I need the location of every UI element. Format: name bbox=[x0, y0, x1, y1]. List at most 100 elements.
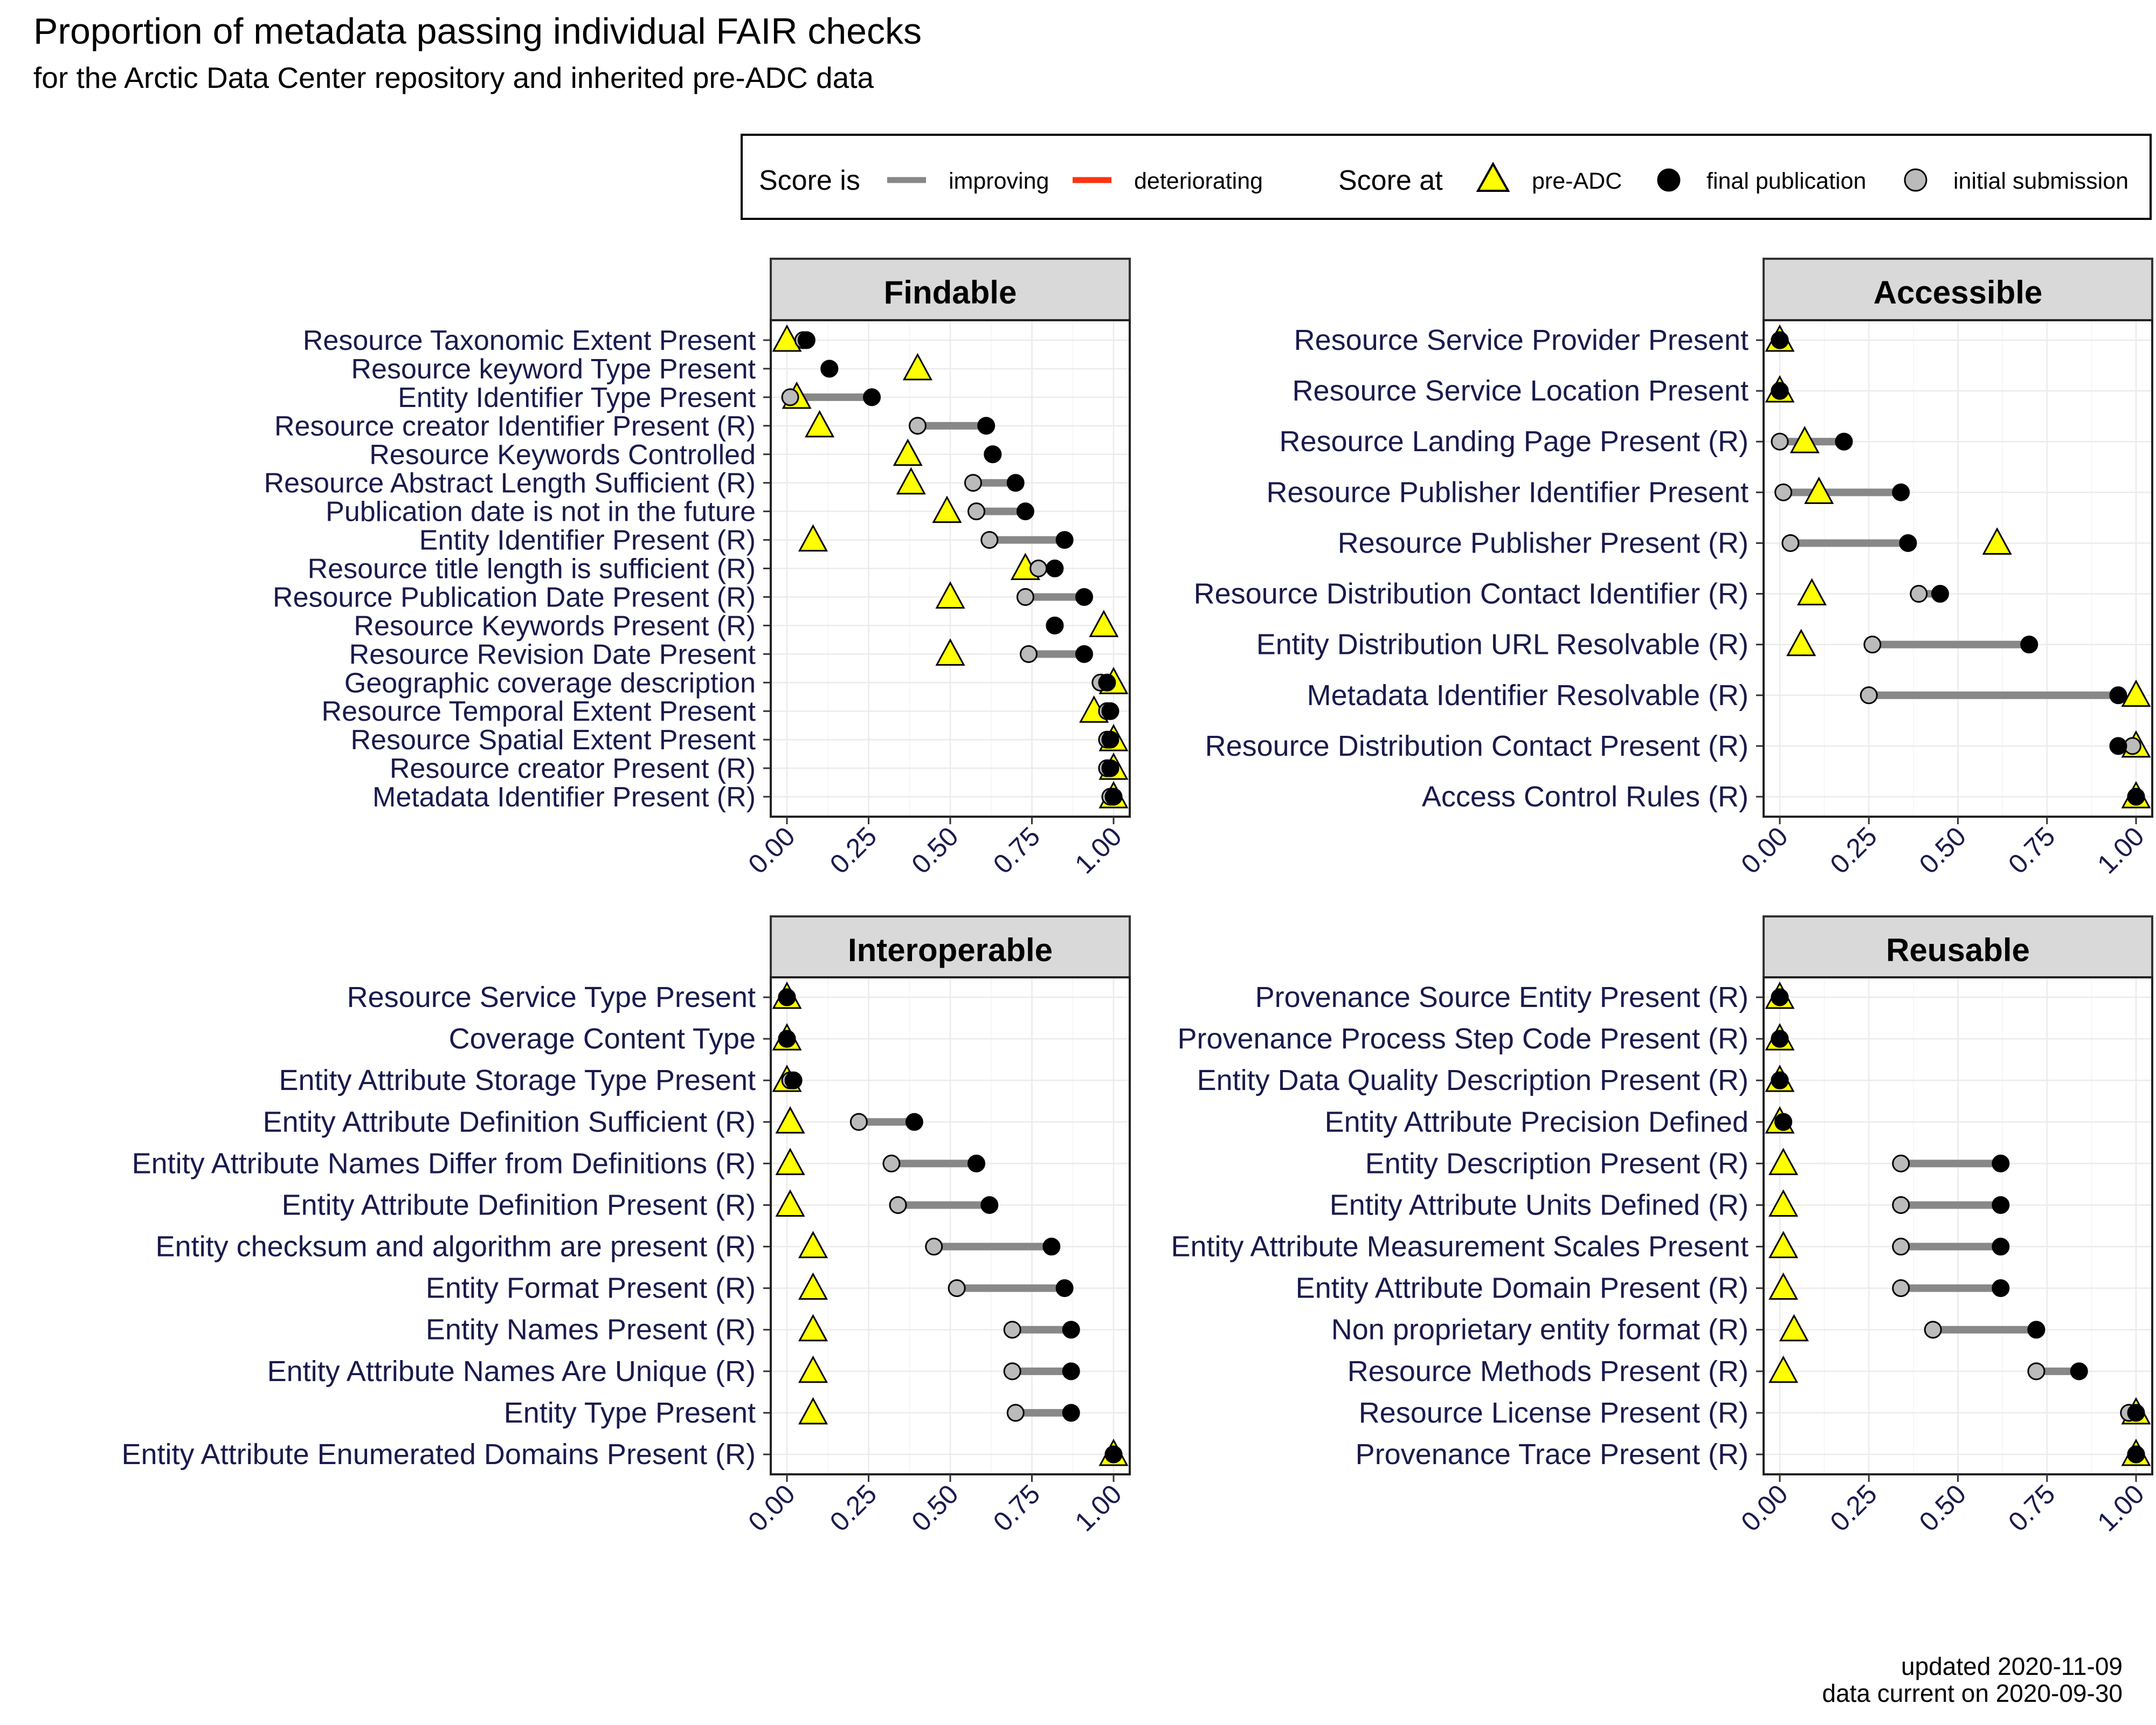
x-tick-label: 0.50 bbox=[906, 1479, 964, 1537]
legend-final-label: final publication bbox=[1706, 168, 1866, 194]
x-tick-label: 0.50 bbox=[1913, 821, 1972, 879]
check-label-entity-data-quality-description-present-r: Entity Data Quality Description Present … bbox=[1197, 1064, 1749, 1096]
pre-adc-marker-resource-taxonomic-extent-present bbox=[772, 324, 802, 352]
initial-marker-entity-attribute-domain-present-r bbox=[1892, 1279, 1910, 1298]
check-label-access-control-rules-r: Access Control Rules (R) bbox=[1422, 781, 1749, 813]
initial-marker-resource-title-length-is-sufficient-r bbox=[1029, 560, 1048, 577]
x-tick-label: 0.50 bbox=[906, 821, 964, 879]
initial-marker-resource-distribution-contact-identifier-r bbox=[1910, 585, 1928, 603]
check-label-resource-service-type-present: Resource Service Type Present bbox=[347, 981, 756, 1013]
check-label-coverage-content-type: Coverage Content Type bbox=[449, 1023, 756, 1055]
pre-adc-marker-entity-attribute-domain-present-r bbox=[1768, 1272, 1799, 1300]
check-label-resource-keyword-type-present: Resource keyword Type Present bbox=[351, 354, 756, 385]
legend: Score is improving deteriorating Score a… bbox=[741, 134, 2152, 220]
check-label-resource-title-length-is-sufficient-r: Resource title length is sufficient (R) bbox=[308, 554, 756, 585]
final-marker-entity-attribute-storage-type-present bbox=[784, 1071, 803, 1089]
final-marker-resource-creator-present-r bbox=[1101, 759, 1120, 777]
check-label-resource-distribution-contact-present-r: Resource Distribution Contact Present (R… bbox=[1205, 730, 1749, 762]
final-marker-resource-service-type-present bbox=[778, 988, 796, 1006]
initial-marker-entity-attribute-names-are-unique-r bbox=[1003, 1362, 1021, 1381]
legend-final-dot-icon bbox=[1657, 168, 1681, 192]
initial-marker-entity-attribute-units-defined-r bbox=[1892, 1196, 1910, 1214]
check-label-resource-temporal-extent-present: Resource Temporal Extent Present bbox=[322, 696, 756, 727]
check-label-resource-publisher-present-r: Resource Publisher Present (R) bbox=[1338, 527, 1749, 559]
final-marker-resource-keyword-type-present bbox=[820, 360, 839, 378]
final-marker-resource-methods-present-r bbox=[2070, 1362, 2088, 1381]
check-label-entity-attribute-domain-present-r: Entity Attribute Domain Present (R) bbox=[1296, 1272, 1749, 1305]
check-label-metadata-identifier-present-r: Metadata Identifier Present (R) bbox=[372, 782, 756, 813]
final-marker-coverage-content-type bbox=[778, 1030, 796, 1048]
check-label-resource-creator-present-r: Resource creator Present (R) bbox=[390, 753, 756, 784]
final-marker-resource-creator-identifier-present-r bbox=[977, 417, 996, 435]
check-label-resource-service-provider-present: Resource Service Provider Present bbox=[1294, 324, 1749, 356]
panel-reusable: Reusable Provenance Source Entity Present… bbox=[1171, 915, 2153, 1537]
x-tick-label: 0.75 bbox=[2002, 821, 2061, 879]
check-label-resource-creator-identifier-present-r: Resource creator Identifier Present (R) bbox=[274, 411, 756, 442]
initial-marker-resource-publication-date-present-r bbox=[1016, 588, 1034, 606]
final-marker-resource-revision-date-present bbox=[1075, 645, 1093, 663]
check-label-resource-methods-present-r: Resource Methods Present (R) bbox=[1348, 1355, 1749, 1388]
check-label-resource-distribution-contact-identifier-r: Resource Distribution Contact Identifier… bbox=[1194, 578, 1749, 610]
panel-accessible: Accessible Resource Service Provider Pres… bbox=[1194, 258, 2153, 880]
pre-adc-marker-resource-distribution-contact-identifier-r bbox=[1796, 578, 1827, 606]
final-marker-resource-publication-date-present-r bbox=[1075, 588, 1093, 606]
final-marker-entity-identifier-type-present bbox=[863, 388, 881, 406]
final-marker-entity-attribute-measurement-scales-present bbox=[1992, 1238, 2010, 1256]
pre-adc-marker-entity-description-present-r bbox=[1768, 1148, 1799, 1175]
x-tick-label: 0.25 bbox=[1825, 1479, 1883, 1537]
check-label-entity-description-present-r: Entity Description Present (R) bbox=[1365, 1147, 1749, 1179]
check-label-resource-publication-date-present-r: Resource Publication Date Present (R) bbox=[273, 582, 756, 613]
chart-title: Proportion of metadata passing individua… bbox=[33, 11, 922, 52]
final-marker-resource-license-present-r bbox=[2127, 1404, 2145, 1422]
final-marker-entity-attribute-units-defined-r bbox=[1992, 1196, 2010, 1214]
legend-score-at-label: Score at bbox=[1338, 165, 1443, 196]
final-marker-entity-checksum-and-algorithm-are-present-r bbox=[1042, 1238, 1061, 1256]
final-marker-entity-attribute-definition-present-r bbox=[980, 1196, 999, 1214]
check-label-resource-license-present-r: Resource License Present (R) bbox=[1359, 1397, 1749, 1429]
initial-marker-metadata-identifier-resolvable-r bbox=[1860, 686, 1878, 705]
caption-data-current: data current on 2020-09-30 bbox=[1822, 1679, 2123, 1707]
check-label-entity-identifier-type-present: Entity Identifier Type Present bbox=[398, 382, 756, 413]
final-marker-non-proprietary-entity-format-r bbox=[2027, 1321, 2046, 1339]
legend-pre-adc-triangle-icon bbox=[1476, 161, 1510, 192]
x-tick-label: 0.00 bbox=[1735, 821, 1793, 879]
initial-marker-non-proprietary-entity-format-r bbox=[1924, 1321, 1942, 1339]
caption: updated 2020-11-09 data current on 2020-… bbox=[1637, 1653, 2123, 1707]
check-label-entity-attribute-storage-type-present: Entity Attribute Storage Type Present bbox=[279, 1064, 756, 1096]
check-label-resource-service-location-present: Resource Service Location Present bbox=[1293, 375, 1749, 407]
final-marker-resource-title-length-is-sufficient-r bbox=[1046, 560, 1064, 577]
final-marker-resource-keywords-present-r bbox=[1046, 616, 1064, 634]
pre-adc-marker-entity-format-present-r bbox=[798, 1272, 828, 1300]
check-label-entity-type-present: Entity Type Present bbox=[504, 1397, 756, 1429]
check-label-resource-taxonomic-extent-present: Resource Taxonomic Extent Present bbox=[303, 325, 756, 356]
check-label-resource-keywords-present-r: Resource Keywords Present (R) bbox=[354, 610, 756, 641]
final-marker-entity-attribute-names-are-unique-r bbox=[1062, 1362, 1080, 1381]
initial-marker-entity-attribute-definition-present-r bbox=[889, 1196, 907, 1214]
final-marker-resource-service-provider-present bbox=[1771, 331, 1789, 349]
chart-subtitle: for the Arctic Data Center repository an… bbox=[33, 61, 874, 94]
x-tick-label: 1.00 bbox=[2091, 1479, 2150, 1537]
legend-initial-dot-icon bbox=[1904, 168, 1927, 192]
final-marker-resource-publisher-identifier-present bbox=[1892, 483, 1910, 501]
final-marker-publication-date-is-not-in-the-future bbox=[1016, 502, 1034, 521]
initial-marker-entity-attribute-names-differ-from-definitions-r bbox=[882, 1154, 901, 1172]
check-label-non-proprietary-entity-format-r: Non proprietary entity format (R) bbox=[1331, 1314, 1749, 1346]
pre-adc-marker-entity-attribute-definition-sufficient-r bbox=[775, 1106, 805, 1134]
pre-adc-marker-resource-publisher-present-r bbox=[1982, 527, 2012, 555]
final-marker-entity-identifier-present-r bbox=[1055, 531, 1074, 549]
check-label-metadata-identifier-resolvable-r: Metadata Identifier Resolvable (R) bbox=[1307, 679, 1749, 712]
strip-findable bbox=[770, 258, 1131, 321]
panel-findable: Findable Resource Taxonomic Extent Presen… bbox=[264, 258, 1131, 880]
pre-adc-marker-resource-landing-page-present-r bbox=[1789, 426, 1820, 453]
initial-marker-entity-description-present-r bbox=[1892, 1154, 1910, 1172]
check-label-entity-distribution-url-resolvable-r: Entity Distribution URL Resolvable (R) bbox=[1256, 629, 1749, 661]
pre-adc-marker-entity-checksum-and-algorithm-are-present-r bbox=[798, 1231, 828, 1259]
check-label-resource-keywords-controlled: Resource Keywords Controlled bbox=[369, 439, 756, 471]
x-tick-label: 0.25 bbox=[1825, 821, 1883, 879]
final-marker-entity-names-present-r bbox=[1062, 1321, 1080, 1339]
pre-adc-marker-entity-type-present bbox=[798, 1397, 828, 1425]
strip-title-findable: Findable bbox=[884, 274, 1017, 310]
final-marker-resource-temporal-extent-present bbox=[1101, 702, 1120, 720]
final-marker-provenance-source-entity-present-r bbox=[1771, 988, 1789, 1006]
initial-marker-entity-attribute-measurement-scales-present bbox=[1892, 1238, 1910, 1256]
